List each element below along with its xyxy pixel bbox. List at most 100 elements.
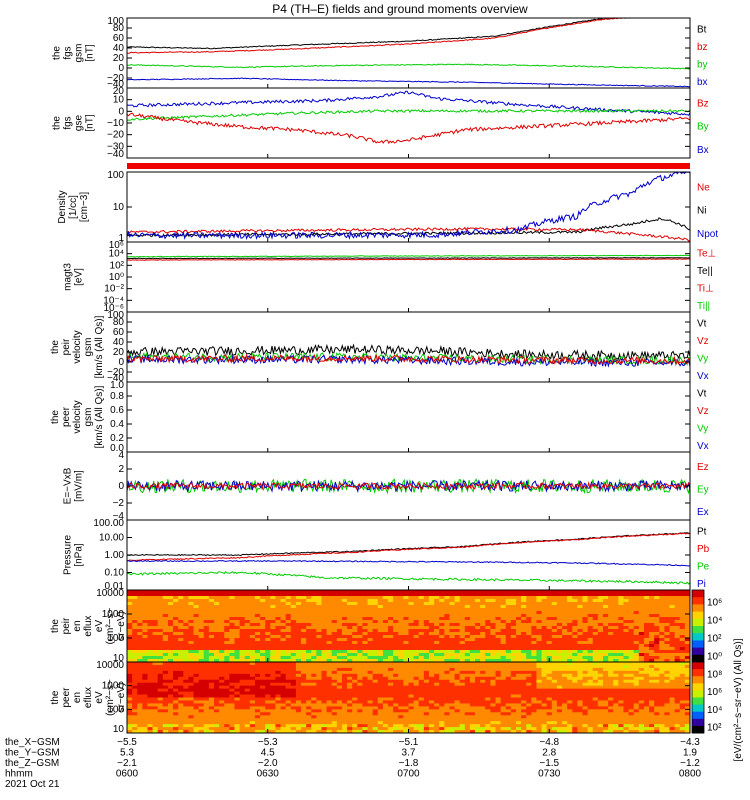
panel-ylabel-line: peer	[61, 687, 72, 708]
y-tick-label: 10⁴	[109, 249, 124, 260]
x-axis-group: [eV/(cm²−s−sr−eV) (All Qs)] the_X−GSM −5.5…	[5, 638, 744, 790]
legend-entry: bx	[697, 77, 708, 88]
legend-entry: Ti⊥	[697, 283, 714, 294]
x-axis-value: −2.0	[258, 758, 278, 769]
series-line-blue	[126, 559, 691, 567]
x-axis-row-label: the_Y−GSM	[5, 748, 60, 759]
panel-ylabel-line: [mV/m]	[74, 470, 85, 502]
y-tick-label: 0.4	[110, 419, 124, 430]
x-axis-value: 4.5	[261, 748, 275, 759]
y-tick-label: 10000	[96, 660, 124, 671]
panel-ylabel-line: sr−eV)	[116, 611, 127, 641]
x-axis-value: −1.2	[680, 758, 700, 769]
colorbar-label: [eV/(cm²−s−sr−eV) (All Qs)]	[733, 638, 744, 761]
legend-entry: Vy	[697, 423, 708, 434]
panel-ylabel-line: peer	[61, 406, 72, 427]
panel-ylabel-line: the	[50, 690, 61, 704]
series-line-red	[126, 226, 691, 242]
panel-ylabel-line: eflux	[83, 615, 94, 636]
x-axis-value: 0730	[538, 769, 561, 780]
panel-ylabel-line: peir	[61, 617, 72, 634]
page-title: P4 (TH–E) fields and ground moments over…	[272, 2, 528, 16]
colorbar-tick-label: 10⁶	[707, 598, 722, 609]
panel-ylabel-line: [km/s (All Qs)]	[94, 315, 105, 378]
y-tick-label: 10	[113, 724, 125, 735]
series-line-black	[126, 257, 691, 260]
panel-frame	[126, 17, 691, 89]
colorbar-tick-label: 10²	[707, 723, 722, 734]
panel-ylabel-line: the	[52, 116, 63, 130]
legend-entry: Bz	[697, 98, 709, 109]
y-tick-label: 10	[113, 202, 125, 213]
panel-ylabel-line: fgs	[63, 46, 74, 59]
colorbar-peir_spec: 10⁶ 10⁴ 10² 10⁰	[691, 589, 722, 663]
y-tick-label: 0.10	[105, 568, 125, 579]
series-line-red	[126, 532, 691, 562]
legend-entry: Vx	[697, 371, 709, 382]
y-tick-label: 10⁻⁶	[103, 303, 124, 314]
panel-frame	[126, 311, 691, 383]
panel-ylabel-line: velocity	[72, 330, 83, 363]
panel-ylabel-line: gsm	[83, 338, 94, 357]
x-axis-row-label: the_Z−GSM	[5, 758, 59, 769]
y-tick-label: 0.8	[110, 391, 124, 402]
panel-frame	[126, 241, 691, 313]
x-axis-value: 3.7	[402, 748, 416, 759]
colorbar-peer_spec: 10⁸ 10⁶ 10⁴ 10²	[691, 661, 722, 734]
panel-ylabel-line: gse	[74, 115, 85, 132]
y-tick-label: 10	[113, 95, 125, 106]
panel-ylabel-line: [km/s (All Qs)]	[94, 385, 105, 448]
x-axis-value: −1.5	[539, 758, 559, 769]
panel-ylabel-line: gsm	[74, 44, 85, 63]
y-tick-label: −20	[107, 367, 124, 378]
y-tick-label: 0	[118, 106, 124, 117]
legend-entry: Vz	[697, 336, 709, 347]
y-tick-label: −2	[113, 498, 125, 509]
panel-ylabel-line: the	[50, 619, 61, 633]
y-tick-label: 60	[113, 327, 125, 338]
y-tick-label: 80	[113, 317, 125, 328]
series-line-blue	[126, 90, 691, 116]
y-tick-label: −10	[107, 118, 124, 129]
legend-entry: by	[697, 59, 708, 70]
y-tick-label: 2	[118, 464, 124, 475]
series-line-blue	[126, 171, 691, 240]
series-line-green	[126, 63, 691, 70]
series-line-red	[126, 481, 691, 491]
y-tick-label: 10⁻⁴	[103, 295, 124, 306]
x-axis-value: −5.1	[399, 737, 419, 748]
y-tick-label: 100	[107, 704, 124, 715]
panel-ylabel-line: en	[72, 692, 83, 703]
x-axis-value: 0700	[397, 769, 420, 780]
legend-entry: Npot	[697, 229, 718, 240]
y-tick-label: 0.6	[110, 405, 124, 416]
y-tick-label: 10.00	[99, 533, 124, 544]
quality-flag-bar	[127, 163, 690, 169]
panel-peer_spec: the peer en eflux eV (cm²−s− sr−eV)10⁸10⁶10⁴10…	[50, 660, 722, 735]
series-line-black	[126, 532, 691, 557]
y-tick-label: 0	[118, 357, 124, 368]
y-tick-label: −30	[107, 141, 124, 152]
panel-peer_vel: the peer velocity gsm [km/s (All Qs)] 1.00.8 0…	[50, 380, 709, 454]
legend-entry: Pe	[697, 561, 710, 572]
y-tick-label: 100	[107, 633, 124, 644]
y-tick-label: 40	[113, 337, 125, 348]
colorbar-tick-label: 10²	[707, 634, 722, 645]
panel-frame	[126, 381, 691, 453]
panel-density: Density [1/cc] [cm−3] 100 10 1 Ne Ni Npot	[57, 170, 718, 244]
colorbar-tick-label: 10⁴	[707, 705, 722, 716]
legend-entry: Ne	[697, 182, 710, 193]
y-tick-label: 80	[113, 23, 125, 34]
legend-entry: Vz	[697, 406, 709, 417]
panel-ylabel-line: sr−eV)	[116, 683, 127, 713]
y-tick-label: −40	[107, 149, 124, 160]
y-tick-label: 4	[118, 450, 124, 461]
y-tick-label: 0	[118, 63, 124, 74]
x-axis-value: −1.8	[399, 758, 419, 769]
panel-ylabel-line: (cm²−s−	[105, 608, 116, 645]
series-line-blue	[126, 77, 691, 88]
series-line-red	[126, 353, 691, 367]
y-tick-label: 40	[113, 43, 125, 54]
